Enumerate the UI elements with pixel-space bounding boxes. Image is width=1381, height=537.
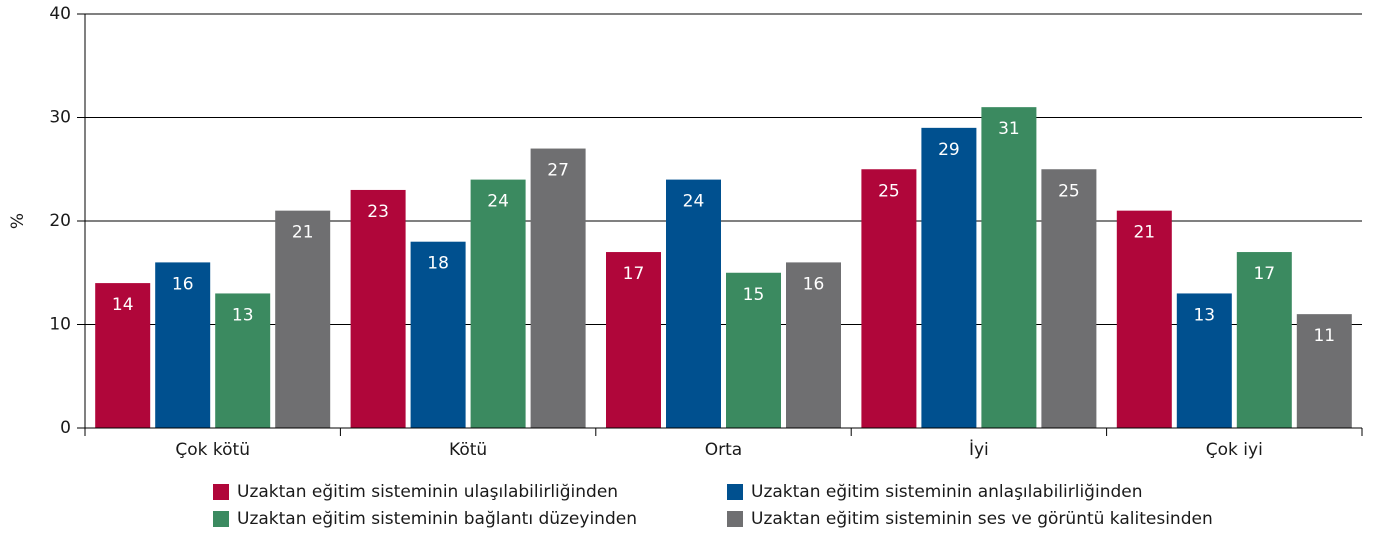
y-tick-label: 30 <box>49 108 71 128</box>
x-tick-label: Çok kötü <box>175 440 250 460</box>
value-label: 27 <box>547 161 569 181</box>
value-label: 16 <box>172 274 194 294</box>
y-tick-label: 10 <box>49 315 71 335</box>
legend-label: Uzaktan eğitim sisteminin ulaşılabilirli… <box>237 482 618 502</box>
value-label: 24 <box>487 192 509 212</box>
x-tick-label: Çok iyi <box>1206 440 1263 460</box>
bar <box>921 127 977 428</box>
value-label: 15 <box>743 285 765 305</box>
legend-swatch <box>727 511 743 527</box>
bar <box>350 189 406 428</box>
y-axis-label: % <box>8 213 28 229</box>
y-tick-label: 0 <box>60 418 71 438</box>
value-label: 14 <box>112 295 134 315</box>
bar <box>215 293 271 428</box>
bar <box>1236 252 1292 428</box>
bar <box>530 148 586 429</box>
bar <box>95 283 151 428</box>
value-label: 29 <box>938 140 960 160</box>
bar <box>1116 210 1172 428</box>
bar <box>726 272 781 428</box>
value-label: 17 <box>1253 264 1275 284</box>
value-label: 24 <box>683 192 705 212</box>
value-label: 13 <box>232 305 254 325</box>
value-label: 18 <box>427 254 449 274</box>
bar <box>981 107 1037 429</box>
x-tick-label: İyi <box>969 439 989 460</box>
x-tick-label: Kötü <box>449 440 487 460</box>
bar <box>155 262 211 428</box>
bar <box>410 241 466 428</box>
bar <box>1296 314 1352 428</box>
value-label: 31 <box>998 119 1020 139</box>
y-tick-label: 20 <box>49 211 71 231</box>
legend-label: Uzaktan eğitim sisteminin ses ve görüntü… <box>751 509 1213 529</box>
legend-swatch <box>213 484 229 500</box>
value-label: 21 <box>292 223 314 243</box>
bar <box>861 169 917 428</box>
value-label: 25 <box>878 181 900 201</box>
y-tick-label: 40 <box>49 4 71 24</box>
x-tick-label: Orta <box>705 440 742 460</box>
legend-label: Uzaktan eğitim sisteminin bağlantı düzey… <box>237 509 637 529</box>
value-label: 13 <box>1193 305 1215 325</box>
value-label: 21 <box>1133 223 1155 243</box>
value-label: 25 <box>1058 181 1080 201</box>
bar <box>275 210 331 428</box>
legend-swatch <box>213 511 229 527</box>
value-label: 17 <box>623 264 645 284</box>
value-label: 16 <box>803 274 825 294</box>
value-label: 23 <box>367 202 389 222</box>
legend-swatch <box>727 484 743 500</box>
bar <box>1041 169 1097 428</box>
bar <box>786 262 841 428</box>
legend-label: Uzaktan eğitim sisteminin anlaşılabilirl… <box>751 482 1143 502</box>
value-label: 11 <box>1313 326 1335 346</box>
bar <box>470 179 526 428</box>
bar <box>606 252 661 428</box>
bar <box>1176 293 1232 428</box>
bar <box>666 179 721 428</box>
